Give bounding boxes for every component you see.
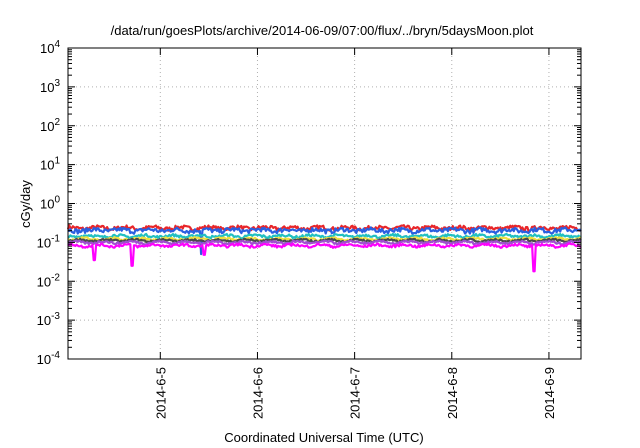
- y-tick-label: 10-2: [37, 272, 61, 289]
- x-axis-label: Coordinated Universal Time (UTC): [224, 430, 423, 445]
- chart-title: /data/run/goesPlots/archive/2014-06-09/0…: [111, 23, 534, 38]
- series-line-7: [67, 242, 582, 273]
- x-tick-label: 2014-6-7: [348, 367, 363, 419]
- x-tick-label: 2014-6-9: [542, 367, 557, 419]
- x-tick-label: 2014-6-8: [445, 367, 460, 419]
- y-tick-label: 10-1: [37, 233, 61, 250]
- y-axis-label: cGy/day: [18, 180, 33, 228]
- y-tick-label: 100: [40, 195, 60, 212]
- x-tick-labels: 2014-6-5 2014-6-6 2014-6-7 2014-6-8 2014-6-9: [153, 367, 557, 419]
- series-line-6: [68, 239, 581, 246]
- y-tick-labels: 10-4 10-3 10-2 10-1 100 101 102 103 104: [37, 39, 61, 367]
- y-tick-label: 101: [40, 156, 60, 173]
- y-tick-label: 102: [40, 117, 60, 134]
- x-tick-label: 2014-6-5: [153, 367, 168, 419]
- y-tick-label: 10-4: [37, 350, 61, 367]
- series-layer: [66, 224, 582, 273]
- gridlines: [68, 48, 581, 359]
- y-tick-label: 10-3: [37, 311, 61, 328]
- x-tick-label: 2014-6-6: [250, 367, 265, 419]
- axis-ticks: [68, 47, 581, 360]
- y-tick-label: 103: [40, 78, 60, 95]
- series-line-2: [67, 226, 582, 256]
- y-tick-label: 104: [40, 39, 60, 56]
